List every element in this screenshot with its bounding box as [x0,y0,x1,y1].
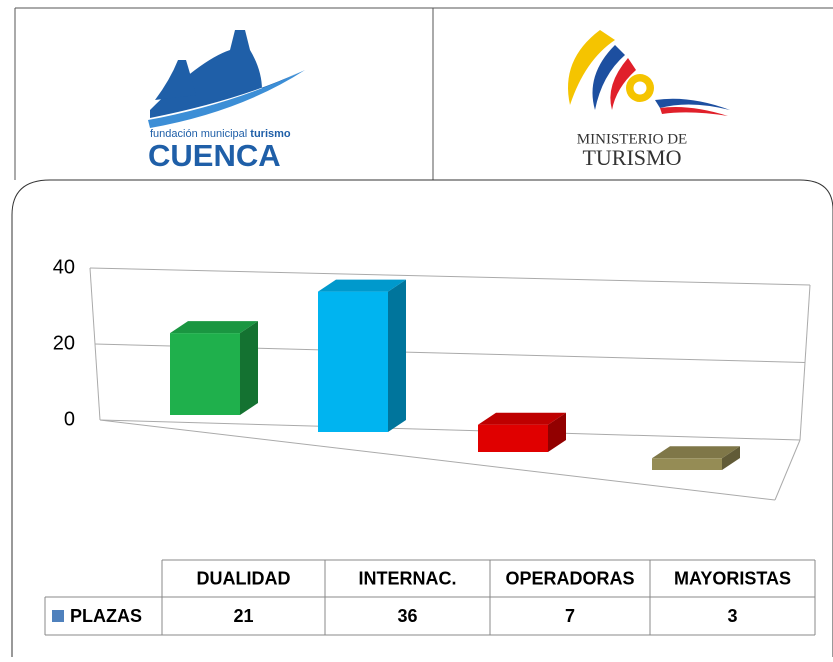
logo-text: MINISTERIO DE [577,131,687,147]
bar [652,458,722,470]
bar-side [240,321,258,415]
bar-side [388,279,406,432]
x-tick-label: DUALIDAD [197,568,291,588]
bar-top [318,279,406,292]
x-tick-label: INTERNAC. [359,568,457,588]
bar-top [170,321,258,334]
bar-top [478,412,566,425]
logo-text: TURISMO [582,145,681,170]
bar-side [722,446,740,470]
table-value: 21 [233,606,253,626]
legend-swatch [52,610,64,622]
grid-line [99,419,801,441]
chart-frame [11,179,833,657]
bar [318,291,388,432]
grid-line [89,267,811,286]
table-value: 36 [397,606,417,626]
y-tick-label: 20 [53,332,75,354]
bar-side [548,412,566,452]
logo-text: fundación municipal turismo [150,128,291,140]
x-tick-label: OPERADORAS [505,568,634,588]
legend-label: PLAZAS [70,606,142,626]
x-tick-label: MAYORISTAS [674,568,791,588]
cuenca-logo: fundación municipal turismo CUENCA [148,30,305,173]
y-tick-label: 40 [53,256,75,278]
bar [478,424,548,452]
bar [170,333,240,415]
table-value: 7 [565,606,575,626]
ministerio-logo: MINISTERIO DE TURISMO [568,30,730,170]
bar-top [652,446,740,459]
y-tick-label: 0 [64,408,75,430]
table-value: 3 [727,606,737,626]
logo-text: CUENCA [148,138,281,173]
